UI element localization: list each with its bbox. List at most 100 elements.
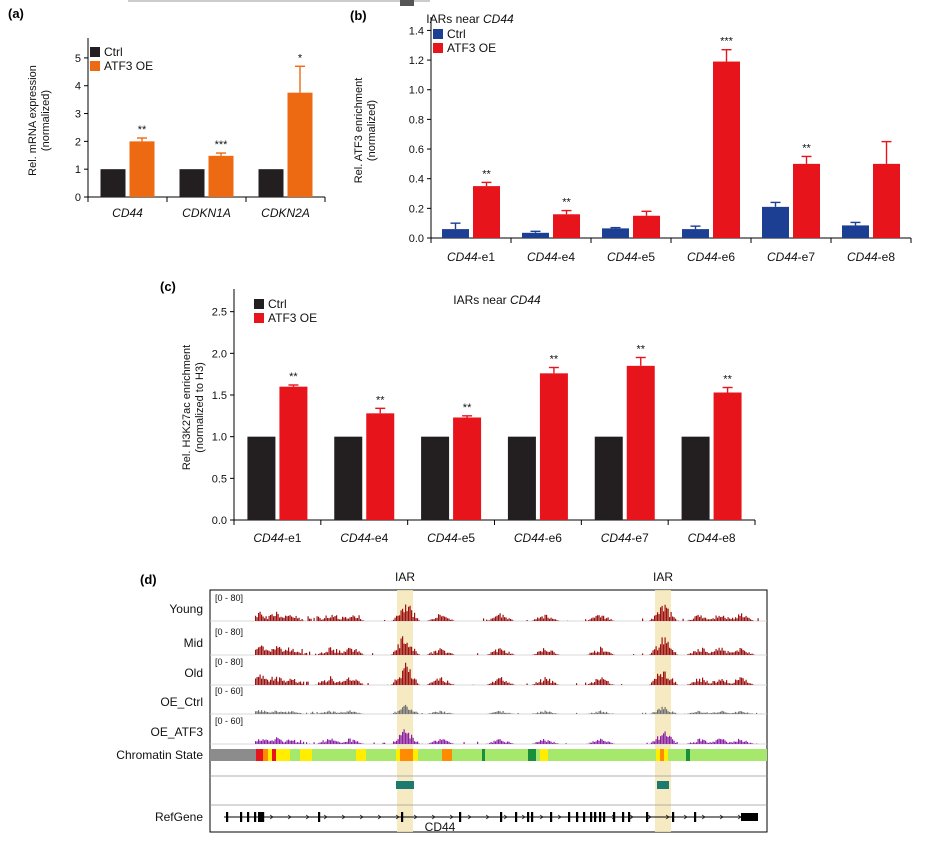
chromatin-segment [690, 749, 767, 761]
y-tick-label: 2.0 [212, 348, 227, 360]
iar-region-box [657, 781, 669, 789]
legend-swatch [254, 313, 264, 323]
strand-arrow [521, 814, 526, 820]
x-tick-label-suffix: -e7 [631, 531, 649, 545]
x-tick-label-gene: CD44 [112, 206, 143, 220]
bar-atf3oe [713, 392, 742, 520]
strand-arrow [467, 814, 472, 820]
bar-atf3oe [279, 386, 308, 520]
chromatin-segment [413, 749, 418, 761]
gene-exon-utr [741, 813, 758, 821]
bar-atf3oe [793, 163, 820, 238]
significance-label: * [298, 52, 303, 64]
strand-arrow [377, 814, 382, 820]
chromatin-segment [276, 749, 290, 761]
bar-ctrl [842, 225, 869, 238]
strand-arrow [359, 814, 364, 820]
bar-ctrl [594, 436, 623, 520]
bar-ctrl [507, 436, 536, 520]
chromatin-segment [268, 749, 272, 761]
strand-arrow [269, 814, 274, 820]
panel-label-b: (b) [350, 8, 367, 23]
bar-ctrl [100, 169, 126, 197]
strand-arrow [431, 814, 436, 820]
x-tick-label-gene: CD44 [847, 250, 878, 264]
strand-arrow [485, 814, 490, 820]
gene-exon [622, 812, 625, 822]
chromatin-segment [356, 749, 366, 761]
gene-exon [500, 812, 503, 822]
strand-arrow [503, 814, 508, 820]
strand-arrow [737, 814, 742, 820]
bar-atf3oe [633, 215, 660, 238]
chart-title: IARs near CD44 [426, 12, 514, 26]
x-tick-label: CD44-e8 [688, 531, 736, 545]
chromatin-segment [263, 749, 268, 761]
gene-exon [694, 812, 697, 822]
chromatin-segment [540, 749, 548, 761]
x-tick-label-gene: CD44 [601, 531, 632, 545]
chromatin-state-label: Chromatin State [116, 748, 203, 762]
bar-ctrl [522, 232, 549, 238]
gene-exon [628, 812, 631, 822]
x-tick-label: CDKN2A [261, 206, 310, 220]
strand-arrow [395, 814, 400, 820]
x-tick-label-gene: CD44 [687, 250, 718, 264]
chromatin-segment [366, 749, 396, 761]
strand-arrow [287, 814, 292, 820]
chromatin-segment [536, 749, 540, 761]
chromatin-segment [256, 749, 263, 761]
gene-exon [599, 812, 602, 822]
x-tick-label-gene: CD44 [527, 250, 558, 264]
x-tick-label-suffix: -e7 [798, 250, 816, 264]
chart-title-gene: CD44 [483, 12, 514, 26]
signal-track [210, 704, 767, 714]
gene-exon [262, 812, 265, 822]
gene-exon [240, 812, 243, 822]
chart-title-prefix: IARs near [426, 12, 483, 26]
x-tick-label-gene: CDKN1A [182, 206, 231, 220]
gene-exon [258, 812, 262, 822]
x-tick-label-suffix: -e5 [638, 250, 656, 264]
legend-swatch [90, 47, 100, 57]
legend-label: Ctrl [104, 45, 123, 59]
y-tick-label: 0.4 [409, 174, 424, 186]
chromatin-segment [686, 749, 690, 761]
x-tick-label: CD44-e4 [527, 250, 575, 264]
x-tick-label: CD44-e6 [687, 250, 735, 264]
y-axis-label: (normalized) [40, 90, 52, 151]
track-range: [0 - 60] [215, 686, 243, 696]
gene-exon [568, 812, 571, 822]
y-tick-label: 0.0 [409, 233, 424, 245]
panel-c-chart: 0.0 0.5 1.0 1.5 2.0 2.5 Rel. H3K27ac enrichmen… [181, 289, 756, 545]
x-tick-label-suffix: -e4 [558, 250, 576, 264]
legend-swatch [254, 299, 264, 309]
strand-arrow [413, 814, 418, 820]
significance-label: *** [215, 139, 229, 151]
legend-swatch [433, 43, 443, 53]
y-tick-label: 4 [75, 81, 81, 93]
x-tick-label: CD44-e1 [447, 250, 495, 264]
chromatin-segment [442, 749, 452, 761]
y-axis-label: Rel. H3K27ac enrichment [181, 345, 193, 470]
x-tick-label: CD44 [112, 206, 143, 220]
y-tick-label: 5 [75, 53, 81, 65]
gene-exon [646, 812, 649, 822]
significance-label: ** [802, 142, 811, 154]
y-tick-label: 2.5 [212, 307, 227, 319]
x-tick-label-gene: CD44 [427, 531, 458, 545]
x-tick-label-gene: CDKN2A [261, 206, 310, 220]
gene-exon [594, 812, 597, 822]
refgene-label: RefGene [155, 810, 203, 824]
x-tick-label: CD44-e7 [601, 531, 649, 545]
bar-atf3oe [539, 373, 568, 520]
x-tick-label: CD44-e5 [607, 250, 655, 264]
legend-label: ATF3 OE [104, 59, 153, 73]
bar-atf3oe [473, 186, 500, 238]
chromatin-segment [400, 749, 413, 761]
x-tick-label: CD44-e8 [847, 250, 895, 264]
x-tick-label-suffix: -e8 [718, 531, 736, 545]
strand-arrow [683, 814, 688, 820]
bar-atf3oe [129, 141, 155, 197]
chromatin-segment [482, 749, 485, 761]
